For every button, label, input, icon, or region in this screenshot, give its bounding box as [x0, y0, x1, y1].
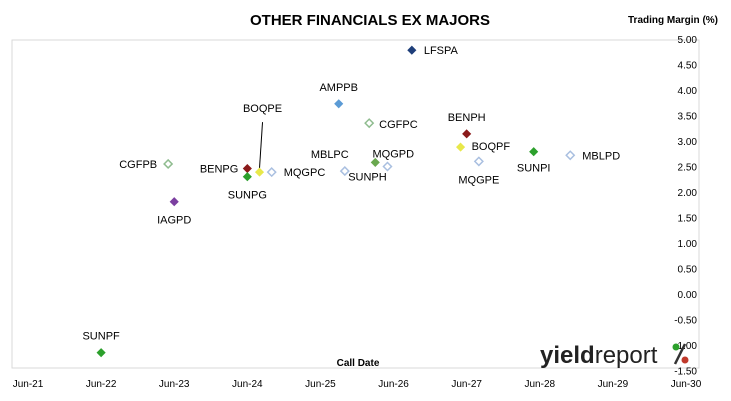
- point-mblpc: [339, 166, 350, 177]
- label-lfspa: LFSPA: [424, 45, 459, 57]
- chart-title: OTHER FINANCIALS EX MAJORS: [250, 12, 490, 29]
- svg-text:yieldreport: yieldreport: [540, 342, 658, 369]
- label-cgfpb: CGFPB: [119, 159, 157, 171]
- x-tick-label: Jun-25: [305, 379, 336, 390]
- y-tick-label: 1.00: [678, 239, 698, 250]
- label-sunph: SUNPH: [348, 172, 387, 184]
- plot-area: [11, 39, 700, 369]
- x-axis-ticks: Jun-21 Jun-22 Jun-23 Jun-24 Jun-25 Jun-26 Jun-…: [13, 379, 702, 390]
- data-points: [96, 45, 576, 358]
- point-sunpg: [242, 172, 252, 182]
- logo-text-yield: yield: [540, 342, 595, 369]
- y-tick-label: 0.00: [678, 290, 698, 301]
- label-mqgpd: MQGPD: [372, 148, 414, 160]
- point-boqpe: [254, 167, 265, 177]
- x-tick-label: Jun-22: [86, 379, 117, 390]
- point-sunpf: [96, 348, 106, 358]
- y-tick-label: -1.50: [674, 367, 697, 378]
- point-amppb: [334, 99, 344, 109]
- label-boqpf: BOQPF: [472, 141, 511, 153]
- label-boqpe: BOQPE: [243, 103, 282, 115]
- point-lfspa: [407, 45, 417, 55]
- point-sunpi: [529, 147, 539, 157]
- point-iagpd: [169, 197, 179, 207]
- y-tick-label: 4.50: [678, 61, 698, 72]
- label-amppb: AMPPB: [319, 82, 358, 94]
- y-tick-label: -0.50: [674, 316, 697, 327]
- y-tick-label: 3.50: [678, 112, 698, 123]
- label-mblpc: MBLPC: [311, 149, 349, 161]
- label-sunpg: SUNPG: [228, 190, 267, 202]
- label-mblpd: MBLPD: [582, 150, 620, 162]
- y-tick-label: 2.00: [678, 188, 698, 199]
- logo-percent-symbol: [672, 343, 689, 365]
- point-boqpf: [456, 142, 466, 152]
- logo-text-report: report: [595, 342, 658, 369]
- data-labels: LFSPA AMPPB CGFPC BENPH BOQPF SUNPI MBLPD MQGPE…: [82, 45, 620, 342]
- point-mblpd: [565, 150, 576, 161]
- label-iagpd: IAGPD: [157, 215, 191, 227]
- yieldreport-logo: yieldreport: [540, 342, 689, 369]
- label-sunpf: SUNPF: [82, 331, 120, 343]
- y-tick-label: 3.00: [678, 137, 698, 148]
- point-benph: [462, 129, 472, 139]
- label-benpg: BENPG: [200, 164, 239, 176]
- label-cgfpc: CGFPC: [379, 119, 418, 131]
- leader-line-boqpe: [259, 122, 264, 169]
- label-sunpi: SUNPI: [517, 163, 551, 175]
- y-tick-label: -1.00: [674, 341, 697, 352]
- point-mqgpd: [370, 157, 380, 167]
- x-tick-label: Jun-28: [524, 379, 555, 390]
- y-tick-label: 1.50: [678, 214, 698, 225]
- point-mqgpc: [266, 167, 277, 178]
- point-sunph: [382, 161, 393, 172]
- x-tick-label: Jun-27: [451, 379, 482, 390]
- y-axis-ticks: 5.00 4.50 4.00 3.50 3.00 2.50 2.00 1.50 1.00 0.50…: [674, 35, 697, 378]
- x-tick-label: Jun-23: [159, 379, 190, 390]
- x-axis-label: Call Date: [337, 358, 380, 369]
- y-tick-label: 5.00: [678, 35, 698, 46]
- point-cgfpc: [364, 118, 375, 129]
- y-tick-label: 2.50: [678, 163, 698, 174]
- x-tick-label: Jun-29: [598, 379, 629, 390]
- leader-lines: [259, 122, 264, 169]
- x-tick-label: Jun-30: [671, 379, 702, 390]
- label-mqgpc: MQGPC: [284, 167, 326, 179]
- label-benph: BENPH: [448, 112, 486, 124]
- point-cgfpb: [163, 158, 174, 170]
- x-tick-label: Jun-24: [232, 379, 263, 390]
- y-tick-label: 0.50: [678, 265, 698, 276]
- point-mqgpe: [473, 156, 484, 167]
- y-tick-label: 4.00: [678, 86, 698, 97]
- x-tick-label: Jun-26: [378, 379, 409, 390]
- label-mqgpe: MQGPE: [458, 174, 499, 186]
- x-tick-label: Jun-21: [13, 379, 44, 390]
- y-axis-label: Trading Margin (%): [628, 15, 718, 26]
